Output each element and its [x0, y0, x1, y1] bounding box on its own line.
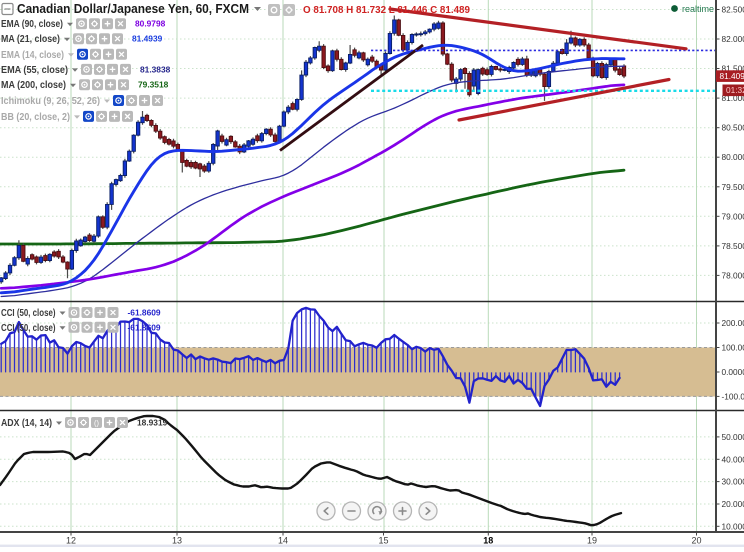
svg-text:01:32: 01:32: [726, 85, 744, 95]
svg-text:19: 19: [587, 536, 597, 546]
svg-text:realtime: realtime: [682, 4, 714, 14]
svg-text:Ichimoku (9, 26, 52, 26): Ichimoku (9, 26, 52, 26): [1, 96, 100, 107]
svg-text:EMA (55, close): EMA (55, close): [1, 65, 68, 76]
svg-text:40.000: 40.000: [722, 454, 744, 464]
svg-text:MA (21, close): MA (21, close): [1, 34, 60, 45]
svg-text:18: 18: [483, 536, 493, 546]
svg-text:82.000: 82.000: [722, 34, 744, 44]
svg-text:79.000: 79.000: [722, 211, 744, 221]
svg-text:CCI (50, close): CCI (50, close): [1, 323, 55, 334]
svg-text:81.3838: 81.3838: [140, 64, 171, 74]
svg-text:81.409: 81.409: [720, 71, 744, 81]
svg-text:ADX (14, 14): ADX (14, 14): [1, 418, 52, 429]
svg-text:14: 14: [278, 536, 288, 546]
svg-text:79.500: 79.500: [722, 182, 744, 192]
svg-text:20: 20: [691, 536, 701, 546]
svg-text:MA (200, close): MA (200, close): [1, 80, 66, 91]
svg-text:80.000: 80.000: [722, 152, 744, 162]
svg-text:50.000: 50.000: [722, 432, 744, 442]
svg-text:O 81.708 H 81.732 L 81.446 C 8: O 81.708 H 81.732 L 81.446 C 81.489: [303, 5, 471, 16]
svg-text:30.000: 30.000: [722, 477, 744, 487]
svg-text:CCI (50, close): CCI (50, close): [1, 308, 55, 319]
svg-text:82.500: 82.500: [722, 5, 744, 15]
svg-text:15: 15: [378, 536, 388, 546]
svg-text:80.9798: 80.9798: [135, 19, 166, 29]
svg-text:78.000: 78.000: [722, 270, 744, 280]
svg-text:200.00: 200.00: [722, 318, 744, 328]
svg-text:78.500: 78.500: [722, 241, 744, 251]
svg-text:18.9319: 18.9319: [137, 418, 168, 428]
svg-text:81.4939: 81.4939: [132, 34, 163, 44]
svg-text:79.3518: 79.3518: [138, 80, 169, 90]
svg-text:80.500: 80.500: [722, 123, 744, 133]
svg-text:13: 13: [172, 536, 182, 546]
svg-text:100.00: 100.00: [722, 343, 744, 353]
svg-text:-61.8609: -61.8609: [128, 308, 161, 318]
svg-text:EMA (14, close): EMA (14, close): [1, 50, 64, 61]
svg-text:0.0000: 0.0000: [722, 367, 744, 377]
svg-text:20.000: 20.000: [722, 499, 744, 509]
svg-text:EMA (90, close): EMA (90, close): [1, 19, 63, 30]
svg-text:Canadian Dollar/Japanese Yen,: Canadian Dollar/Japanese Yen, 60, FXCM: [17, 2, 249, 16]
svg-text:BB (20, close, 2): BB (20, close, 2): [1, 112, 70, 123]
svg-text:10.000: 10.000: [722, 521, 744, 531]
svg-text:(): (): [94, 419, 99, 428]
svg-text:-100.0: -100.0: [722, 391, 744, 401]
svg-text:-61.8609: -61.8609: [128, 322, 161, 332]
svg-text:12: 12: [66, 536, 76, 546]
